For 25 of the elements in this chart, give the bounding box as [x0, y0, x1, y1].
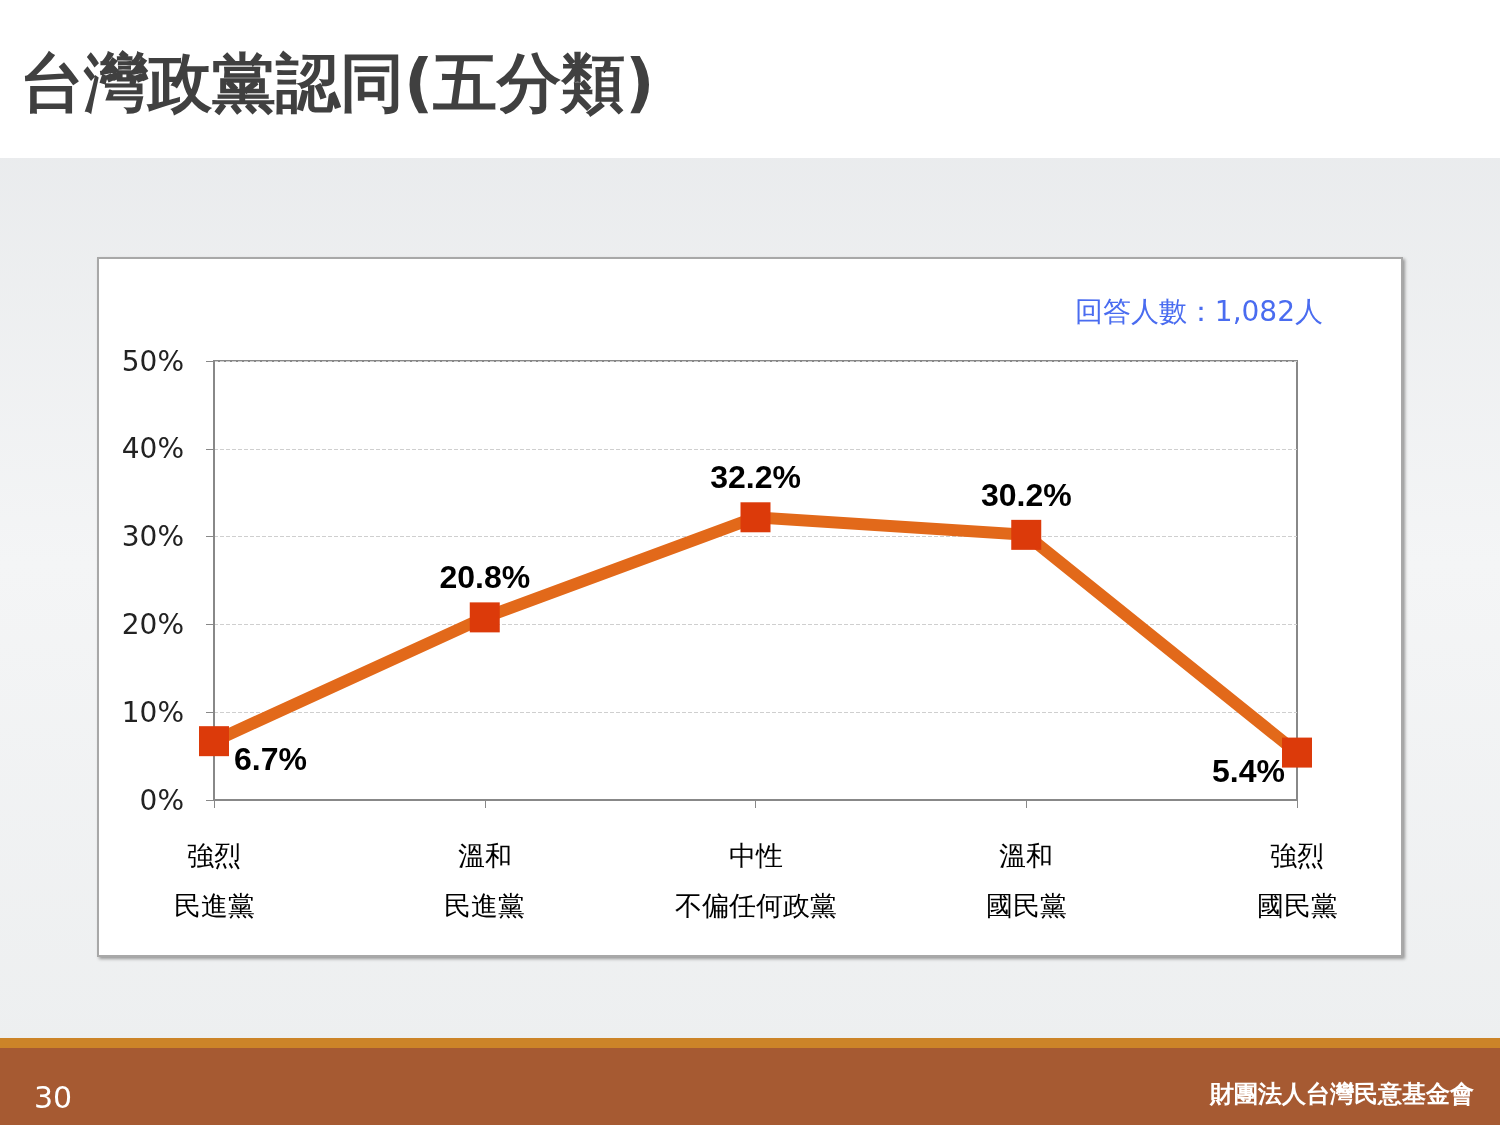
point: [199, 726, 229, 757]
point: [740, 502, 771, 533]
y-tick-label: 50%: [121, 344, 184, 378]
x-tick-label: 強烈國民黨: [1256, 839, 1338, 921]
y-tick-label: 10%: [121, 695, 184, 729]
data-label: 30.2%: [980, 476, 1072, 513]
point: [469, 602, 500, 633]
point: [1282, 737, 1312, 768]
data-label: 20.8%: [439, 559, 531, 596]
data-label: 5.4%: [1212, 752, 1285, 789]
y-tick-label: 40%: [121, 432, 184, 466]
y-tick-label: 20%: [121, 607, 184, 641]
text: 回答人數：1,082人: [1074, 294, 1324, 328]
chart-title: 台灣政黨認同(五分類): [20, 45, 655, 122]
y-tick-label: 0%: [139, 783, 184, 817]
x-tick-label: 中性不偏任何政黨: [674, 839, 837, 921]
data-label: 6.7%: [234, 741, 307, 778]
x-tick-label: 溫和民進黨: [444, 839, 526, 921]
text: 30: [34, 1080, 73, 1115]
y-tick-label: 30%: [121, 520, 184, 554]
x-tick-label: 溫和國民黨: [985, 839, 1067, 921]
text: 財團法人台灣民意基金會: [1210, 1079, 1474, 1110]
x-tick-label: 強烈民進黨: [173, 839, 255, 921]
data-label: 32.2%: [710, 459, 801, 496]
point: [1011, 519, 1042, 550]
